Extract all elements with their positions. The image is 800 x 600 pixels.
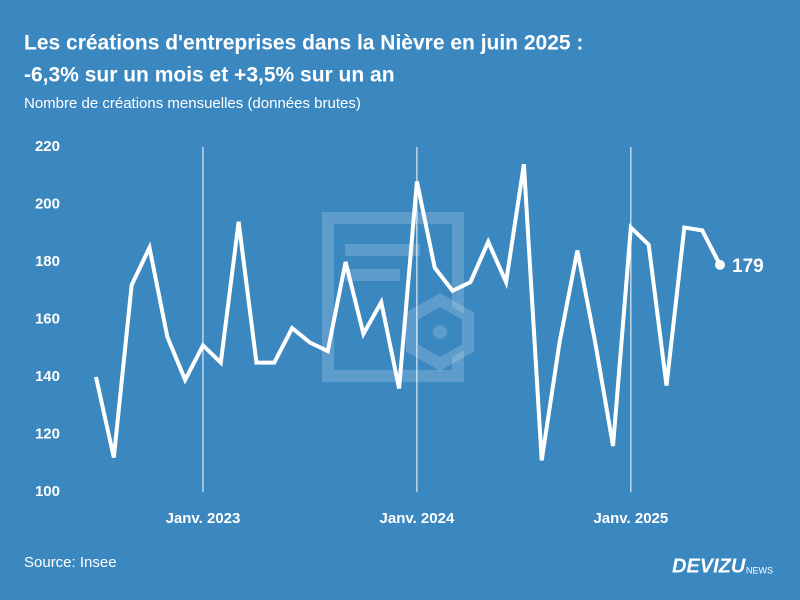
chart-subtitle: Nombre de créations mensuelles (données … xyxy=(24,95,361,112)
chart-title: -6,3% sur un mois et +3,5% sur un an xyxy=(24,64,395,87)
source: Source: Insee xyxy=(24,554,117,571)
brand: DEVIZU xyxy=(672,555,746,577)
line xyxy=(94,163,722,461)
data-label: 179 xyxy=(732,256,764,277)
y-tick-label: 120 xyxy=(35,425,60,442)
y-tick-label: 160 xyxy=(35,310,60,327)
y-tick-label: 200 xyxy=(35,195,60,212)
y-tick-label: 100 xyxy=(35,483,60,500)
x-tick-label: Janv. 2024 xyxy=(380,510,455,527)
x-tick-label: Janv. 2025 xyxy=(593,510,668,527)
x-tick-label: Janv. 2023 xyxy=(166,510,241,527)
end-point xyxy=(715,259,725,270)
y-tick-label: 140 xyxy=(35,368,60,385)
y-tick-label: 180 xyxy=(35,253,60,270)
watermark xyxy=(322,212,474,382)
chart-title: Les créations d'entreprises dans la Nièv… xyxy=(24,32,583,55)
y-tick-label: 220 xyxy=(35,138,60,155)
brand-suffix: NEWS xyxy=(746,565,773,575)
